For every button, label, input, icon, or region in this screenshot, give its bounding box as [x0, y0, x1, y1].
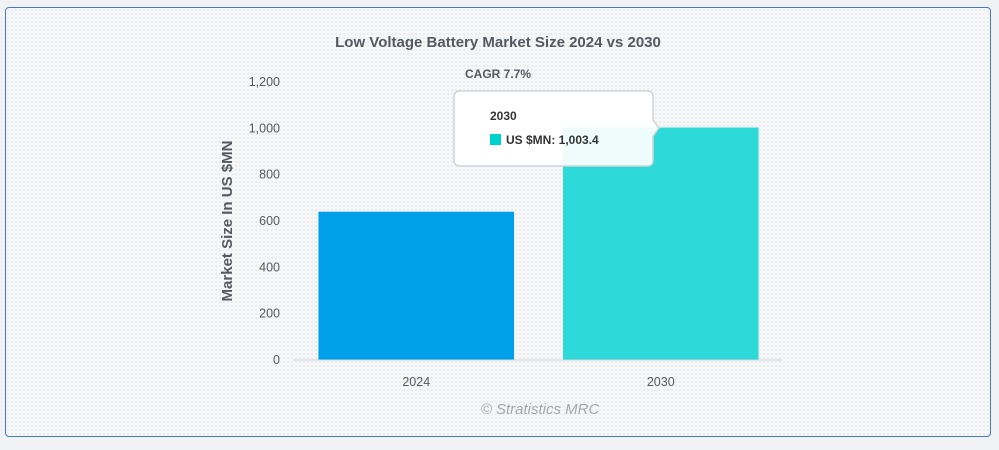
- tooltip: 2030 US $MN: 1,003.4: [454, 91, 659, 166]
- tooltip-value: US $MN: 1,003.4: [506, 133, 599, 147]
- bar-chart: Low Voltage Battery Market Size 2024 vs …: [0, 0, 999, 450]
- y-tick-label: 1,000: [249, 121, 280, 135]
- y-tick-label: 1,200: [249, 75, 280, 89]
- chart-title: Low Voltage Battery Market Size 2024 vs …: [335, 34, 661, 51]
- y-axis-ticks: 0 200 400 600 800 1,000 1,200: [249, 75, 280, 367]
- y-axis-label: Market Size In US $MN: [219, 141, 236, 302]
- tooltip-box: [454, 91, 659, 166]
- credit-text: © Stratistics MRC: [481, 401, 600, 418]
- y-tick-label: 600: [259, 214, 280, 228]
- x-axis-ticks: 2024 2030: [402, 375, 674, 389]
- y-tick-label: 0: [273, 353, 280, 367]
- cagr-annotation: CAGR 7.7%: [465, 67, 531, 81]
- y-tick-label: 400: [259, 260, 280, 274]
- x-tick-label: 2030: [647, 375, 675, 389]
- x-tick-label: 2024: [402, 375, 430, 389]
- y-tick-label: 800: [259, 168, 280, 182]
- bar-2024[interactable]: [318, 212, 514, 360]
- y-tick-label: 200: [259, 307, 280, 321]
- tooltip-series-swatch: [490, 134, 501, 145]
- tooltip-title: 2030: [490, 109, 517, 123]
